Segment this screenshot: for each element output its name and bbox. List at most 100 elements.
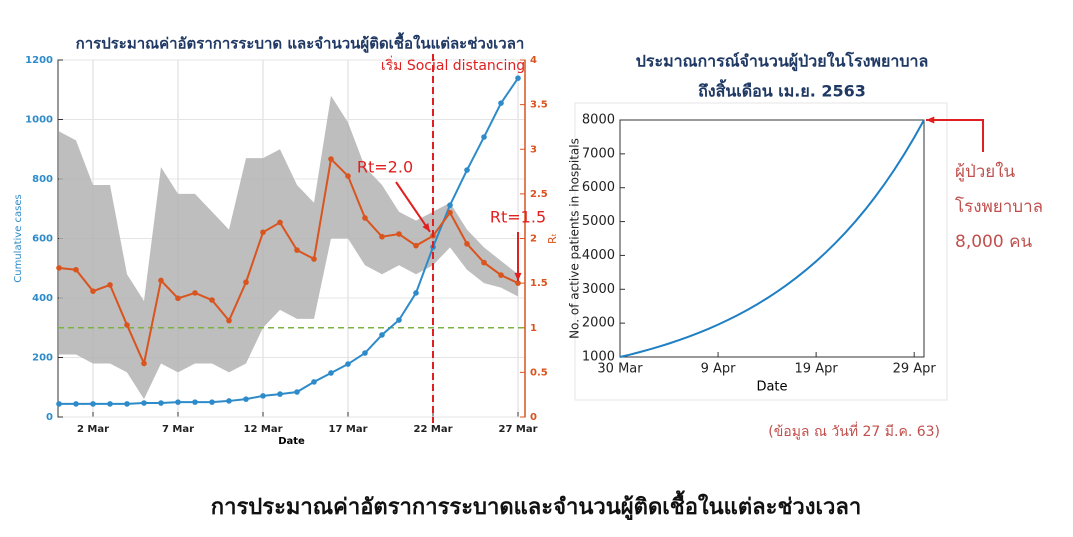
series-line	[59, 77, 519, 405]
point	[243, 279, 249, 286]
point	[379, 233, 385, 240]
x-tick-label: 17 Mar	[328, 424, 367, 435]
point	[209, 399, 215, 405]
annotation: Rt=2.0	[357, 158, 413, 177]
y-tick-label: 5000	[582, 214, 615, 229]
y-tick-label: 1200	[25, 55, 53, 66]
y-tick-label: 200	[32, 353, 53, 364]
point	[294, 247, 300, 253]
y-axis-label: No. of active patients in hospitals	[568, 138, 582, 339]
y-tick-label: 1000	[582, 350, 615, 365]
point	[413, 290, 419, 296]
point	[447, 202, 453, 208]
point	[277, 391, 283, 397]
x-tick-label: 30 Mar	[597, 362, 643, 377]
y-tick-label: 8000	[582, 113, 615, 128]
point	[260, 229, 266, 236]
annotation: โรงพยาบาล	[955, 196, 1043, 217]
chart-title: ประมาณการณ์จำนวนผู้ป่วยในโรงพยาบาล	[636, 51, 929, 73]
point	[226, 317, 232, 324]
y2-tick-label: 2	[530, 234, 537, 245]
point	[141, 360, 147, 367]
source-note: (ข้อมูล ณ วันที่ 27 มี.ค. 63)	[768, 422, 940, 440]
x-tick-label: 7 Mar	[162, 424, 194, 435]
y-tick-label: 7000	[582, 146, 615, 161]
point	[345, 173, 351, 179]
point	[175, 399, 181, 405]
y2-tick-label: 3	[530, 144, 537, 155]
y-tick-label: 2000	[582, 316, 615, 331]
series-line	[58, 156, 519, 367]
point	[362, 215, 368, 221]
x-tick-label: 12 Mar	[243, 424, 282, 435]
y2-axis-label: Rₜ	[546, 233, 559, 244]
point	[260, 393, 266, 399]
point	[328, 156, 334, 162]
annotation-arrow	[395, 181, 431, 233]
point	[192, 399, 198, 405]
point	[396, 317, 402, 323]
point	[277, 219, 283, 226]
x-tick-label: 2 Mar	[77, 424, 109, 435]
point	[107, 401, 113, 407]
point	[124, 401, 130, 407]
point	[498, 272, 504, 278]
point	[515, 75, 521, 81]
point	[73, 266, 79, 273]
point	[192, 290, 198, 296]
y2-tick-label: 0	[530, 412, 537, 423]
annotation-arrow-head	[422, 222, 430, 232]
point	[328, 370, 334, 376]
y-tick-label: 400	[32, 293, 53, 304]
point	[447, 209, 453, 216]
point	[90, 288, 96, 294]
point	[515, 280, 521, 286]
y2-tick-label: 0.5	[530, 367, 548, 378]
point	[379, 332, 385, 338]
point	[141, 400, 147, 406]
y-tick-label: 6000	[582, 180, 615, 195]
y2-tick-label: 2.5	[530, 189, 548, 200]
point	[311, 256, 317, 262]
y-tick-label: 0	[46, 412, 53, 423]
point	[158, 400, 164, 406]
y-tick-label: 4000	[582, 248, 615, 263]
x-tick-label: 29 Apr	[893, 362, 937, 377]
x-tick-label: 9 Apr	[701, 362, 737, 377]
point	[124, 322, 130, 328]
confidence-band	[59, 95, 518, 400]
x-tick-label: 19 Apr	[795, 362, 839, 377]
annotation-arrow-head	[514, 272, 522, 282]
point	[498, 100, 504, 106]
point	[362, 350, 368, 356]
x-axis-label: Date	[278, 436, 305, 447]
point	[90, 401, 96, 407]
plot-area	[619, 119, 925, 358]
point	[464, 167, 470, 173]
point	[107, 282, 113, 288]
point	[464, 241, 470, 247]
chart-title: ถึงสิ้นเดือน เม.ย. 2563	[698, 79, 866, 101]
point	[294, 389, 300, 395]
series-line	[619, 119, 925, 358]
point	[345, 361, 351, 367]
y-tick-label: 800	[32, 174, 53, 185]
point	[73, 401, 79, 407]
point	[311, 379, 317, 385]
point	[56, 265, 62, 271]
point	[158, 277, 164, 284]
caption: การประมาณค่าอัตราการระบาดและจำนวนผู้ติดเ…	[211, 490, 861, 521]
y-tick-label: 3000	[582, 282, 615, 297]
y2-tick-label: 3.5	[530, 100, 548, 111]
y2-tick-label: 1	[530, 323, 537, 334]
y-tick-label: 600	[32, 234, 53, 245]
y2-tick-label: 1.5	[530, 278, 548, 289]
x-axis-label: Date	[756, 380, 787, 395]
chart-title: การประมาณค่าอัตราการระบาด และจำนวนผู้ติด…	[76, 32, 525, 54]
annotation: เริ่ม Social distancing	[381, 56, 525, 74]
annotation: 8,000 คน	[955, 232, 1032, 252]
x-tick-label: 27 Mar	[498, 424, 537, 435]
point	[481, 134, 487, 140]
x-tick-label: 22 Mar	[413, 424, 452, 435]
